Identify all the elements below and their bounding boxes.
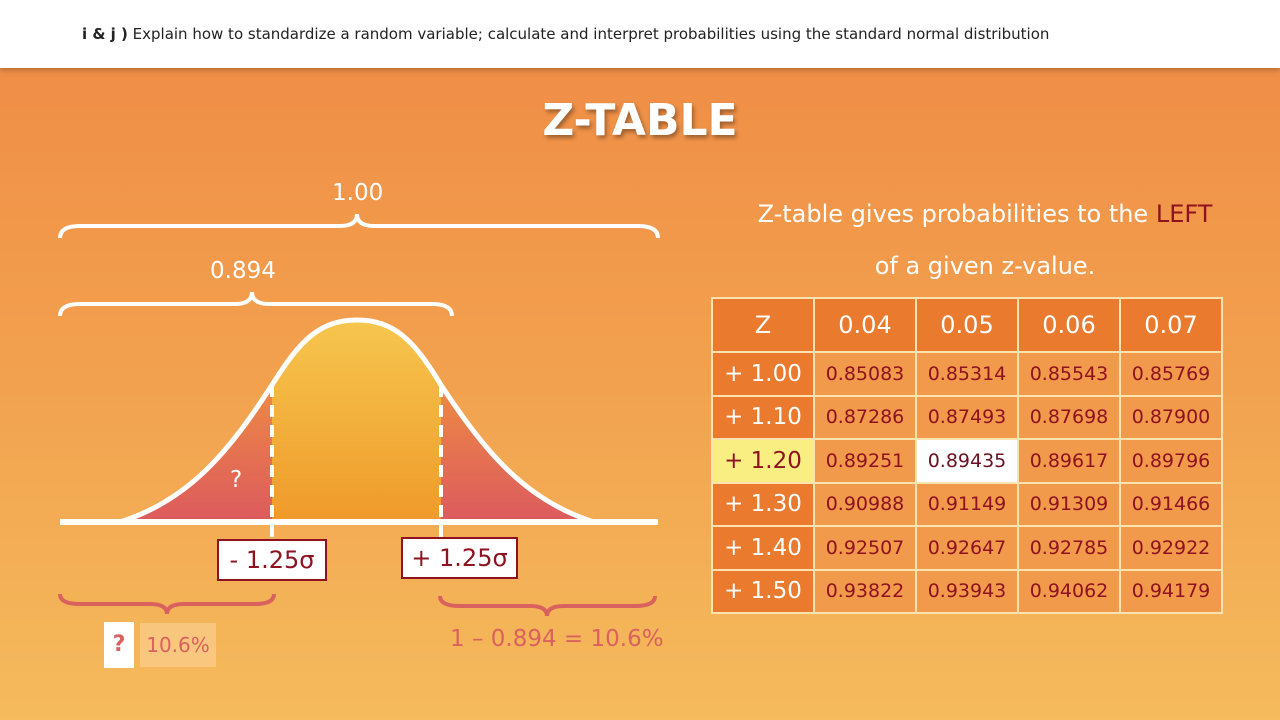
header-text: i & j ) Explain how to standardize a ran… bbox=[82, 25, 1050, 43]
probability-cell: 0.91466 bbox=[1119, 481, 1223, 527]
table-row: + 1.00 0.85083 0.85314 0.85543 0.85769 bbox=[711, 351, 1223, 397]
probability-cell: 0.91149 bbox=[915, 481, 1019, 527]
header-cell: 0.04 bbox=[813, 297, 917, 353]
z-value-cell: + 1.20 bbox=[711, 438, 815, 484]
table-header-row: Z 0.04 0.05 0.06 0.07 bbox=[711, 297, 1223, 353]
header-cell: 0.06 bbox=[1017, 297, 1121, 353]
right-z-label: + 1.25σ bbox=[401, 537, 518, 579]
left-z-label: - 1.25σ bbox=[217, 539, 327, 581]
probability-cell: 0.85314 bbox=[915, 351, 1019, 397]
right-tail-brace bbox=[438, 595, 657, 617]
table-row: + 1.30 0.90988 0.91149 0.91309 0.91466 bbox=[711, 481, 1223, 527]
header-cell: 0.07 bbox=[1119, 297, 1223, 353]
description: Z-table gives probabilities to the LEFT … bbox=[757, 200, 1213, 280]
z-value-cell: + 1.50 bbox=[711, 568, 815, 614]
probability-cell: 0.87900 bbox=[1119, 394, 1223, 440]
bell-curve bbox=[119, 317, 595, 525]
z-table: Z 0.04 0.05 0.06 0.07 + 1.00 0.85083 0.853… bbox=[711, 297, 1223, 614]
probability-cell: 0.89435 bbox=[915, 438, 1019, 484]
probability-cell: 0.89796 bbox=[1119, 438, 1223, 484]
probability-cell: 0.93822 bbox=[813, 568, 917, 614]
probability-cell: 0.87286 bbox=[813, 394, 917, 440]
probability-cell: 0.92507 bbox=[813, 525, 917, 571]
total-brace bbox=[58, 213, 660, 239]
table-row: + 1.10 0.87286 0.87493 0.87698 0.87900 bbox=[711, 394, 1223, 440]
probability-cell: 0.87698 bbox=[1017, 394, 1121, 440]
left-emphasis: LEFT bbox=[1155, 200, 1213, 228]
probability-cell: 0.93943 bbox=[915, 568, 1019, 614]
probability-cell: 0.91309 bbox=[1017, 481, 1121, 527]
middle-probability-label: 0.894 bbox=[210, 258, 276, 284]
probability-cell: 0.92785 bbox=[1017, 525, 1121, 571]
header-bar: i & j ) Explain how to standardize a ran… bbox=[0, 0, 1280, 68]
table-row: + 1.20 0.89251 0.89435 0.89617 0.89796 bbox=[711, 438, 1223, 484]
left-tail-question: ? bbox=[230, 467, 243, 493]
probability-cell: 0.89251 bbox=[813, 438, 917, 484]
left-tail-cover: ? bbox=[104, 622, 134, 668]
left-tail-label: 10.6% bbox=[140, 623, 216, 667]
left-tail-brace bbox=[58, 593, 276, 615]
table-row: + 1.40 0.92507 0.92647 0.92785 0.92922 bbox=[711, 525, 1223, 571]
probability-cell: 0.87493 bbox=[915, 394, 1019, 440]
z-value-cell: + 1.10 bbox=[711, 394, 815, 440]
z-value-cell: + 1.30 bbox=[711, 481, 815, 527]
left-tail-area bbox=[120, 385, 272, 522]
total-probability-label: 1.00 bbox=[332, 180, 384, 206]
z-value-cell: + 1.40 bbox=[711, 525, 815, 571]
header-cell: Z bbox=[711, 297, 815, 353]
right-tail-label: 1 – 0.894 = 10.6% bbox=[450, 626, 664, 652]
probability-cell: 0.85769 bbox=[1119, 351, 1223, 397]
table-row: + 1.50 0.93822 0.93943 0.94062 0.94179 bbox=[711, 568, 1223, 614]
z-value-cell: + 1.00 bbox=[711, 351, 815, 397]
probability-cell: 0.94062 bbox=[1017, 568, 1121, 614]
middle-area bbox=[272, 320, 441, 522]
page-title: Z-TABLE bbox=[542, 95, 738, 146]
middle-brace bbox=[58, 291, 454, 317]
probability-cell: 0.89617 bbox=[1017, 438, 1121, 484]
header-cell-highlighted: 0.05 bbox=[915, 297, 1019, 353]
probability-cell: 0.85083 bbox=[813, 351, 917, 397]
probability-cell: 0.85543 bbox=[1017, 351, 1121, 397]
probability-cell: 0.92647 bbox=[915, 525, 1019, 571]
probability-cell: 0.90988 bbox=[813, 481, 917, 527]
probability-cell: 0.92922 bbox=[1119, 525, 1223, 571]
right-tail-area bbox=[441, 385, 594, 522]
probability-cell: 0.94179 bbox=[1119, 568, 1223, 614]
